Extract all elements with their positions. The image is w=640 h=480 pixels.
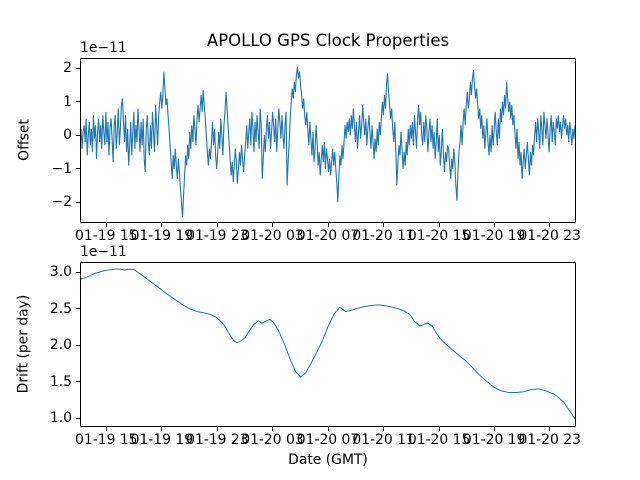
x-tick-label: 01-19 19 xyxy=(130,228,194,244)
x-tick-mark xyxy=(105,223,107,227)
x-tick-label: 01-19 15 xyxy=(75,432,138,448)
x-tick-label: 01-20 23 xyxy=(518,228,581,244)
y-tick-label: 0 xyxy=(63,127,72,144)
y-tick-mark xyxy=(76,101,80,103)
y-tick-label: 1 xyxy=(63,93,72,110)
x-tick-label: 01-20 19 xyxy=(462,432,526,448)
y-tick-mark xyxy=(76,134,80,136)
x-tick-mark xyxy=(549,427,551,431)
x-tick-label: 01-20 11 xyxy=(352,432,415,448)
y-tick-label: 3.0 xyxy=(49,264,72,280)
x-tick-mark xyxy=(161,223,163,227)
x-tick-label: 01-20 07 xyxy=(296,432,360,448)
x-tick-label: 01-20 15 xyxy=(407,228,471,244)
x-tick-label: 01-19 15 xyxy=(75,228,138,244)
x-tick-label: 01-20 19 xyxy=(462,228,526,244)
y-tick-mark xyxy=(76,308,80,309)
y-tick-label: 2.0 xyxy=(49,337,72,353)
x-tick-label: 01-20 15 xyxy=(407,432,471,448)
x-tick-mark xyxy=(216,223,218,227)
y-tick-mark xyxy=(76,67,80,69)
y-tick-label: −1 xyxy=(51,160,72,177)
offset-series-line xyxy=(80,66,576,218)
x-tick-label: 01-20 03 xyxy=(241,432,304,448)
y-tick-mark xyxy=(76,271,80,273)
x-tick-mark xyxy=(271,223,273,227)
drift-plot-area xyxy=(80,262,576,427)
x-tick-label: 01-20 11 xyxy=(352,228,415,244)
x-tick-label: 01-19 19 xyxy=(130,432,194,448)
y-tick-label: 2.5 xyxy=(49,300,72,317)
y-tick-mark xyxy=(76,417,80,419)
y-tick-mark xyxy=(76,168,80,170)
offset-scale-label: 1e−11 xyxy=(80,40,127,56)
x-tick-mark xyxy=(438,427,440,431)
x-tick-label: 01-19 23 xyxy=(186,228,249,244)
x-tick-mark xyxy=(161,427,163,431)
x-tick-mark xyxy=(493,223,495,227)
y-tick-label: 2 xyxy=(63,60,72,77)
x-tick-mark xyxy=(216,427,218,431)
x-tick-mark xyxy=(271,427,273,431)
date-axis-label: Date (GMT) xyxy=(288,452,368,468)
x-tick-mark xyxy=(383,427,385,431)
y-tick-label: 1.0 xyxy=(49,410,72,427)
x-tick-mark xyxy=(327,427,329,431)
x-tick-label: 01-20 23 xyxy=(518,432,581,448)
x-tick-mark xyxy=(549,223,551,227)
x-tick-label: 01-20 07 xyxy=(296,228,360,244)
chart-title: APOLLO GPS Clock Properties xyxy=(206,31,450,50)
x-tick-mark xyxy=(438,223,440,227)
x-tick-mark xyxy=(493,427,495,431)
y-tick-label: 1.5 xyxy=(49,373,72,390)
drift-series-line xyxy=(80,268,576,421)
axes-border xyxy=(80,58,576,223)
axes-border xyxy=(80,262,576,427)
x-tick-mark xyxy=(105,427,107,431)
x-tick-mark xyxy=(327,223,329,227)
offset-plot-area xyxy=(80,58,576,223)
y-tick-mark xyxy=(76,201,80,203)
drift-scale-label: 1e−11 xyxy=(80,244,127,260)
x-tick-label: 01-19 23 xyxy=(186,432,249,448)
y-tick-mark xyxy=(76,381,80,382)
y-tick-label: −2 xyxy=(51,194,72,211)
x-tick-label: 01-20 03 xyxy=(241,228,304,244)
x-tick-mark xyxy=(383,223,385,227)
y-tick-mark xyxy=(76,344,80,346)
